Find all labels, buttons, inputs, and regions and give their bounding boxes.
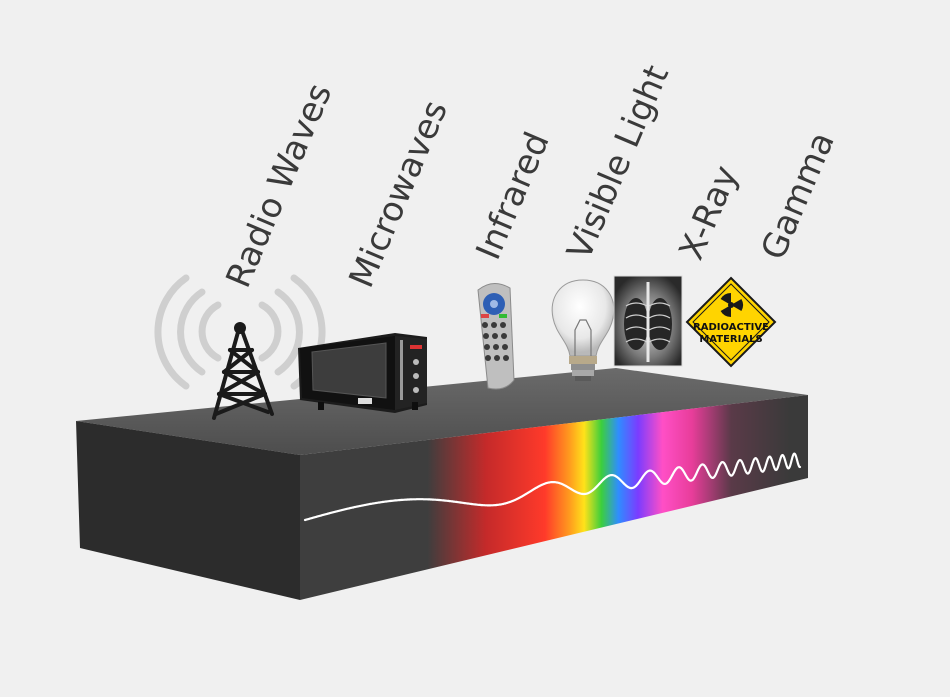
label-microwaves: Microwaves [341,95,456,294]
label-x-ray: X-Ray [671,160,746,266]
label-infrared: Infrared [468,126,557,265]
label-visible-light: Visible Light [559,60,677,266]
band-labels: Radio Waves Microwaves Infrared Visible … [218,60,842,294]
block-front-face [300,395,808,600]
spectrum-block [76,368,808,600]
block-top-face [76,368,808,455]
sign-text-line2: MATERIALS [699,334,762,345]
label-radio-waves: Radio Waves [218,78,340,294]
light-bulb-icon [551,279,615,381]
xray-film-icon [613,275,683,367]
radioactive-sign-icon: RADIOACTIVE MATERIALS [685,276,777,368]
sign-text-line1: RADIOACTIVE [693,322,769,333]
radio-tower-icon [154,274,326,420]
remote-control-icon [477,283,515,390]
wave-line [303,452,802,522]
microwave-icon [298,333,427,413]
block-left-face [76,421,300,600]
label-gamma: Gamma [753,126,842,265]
